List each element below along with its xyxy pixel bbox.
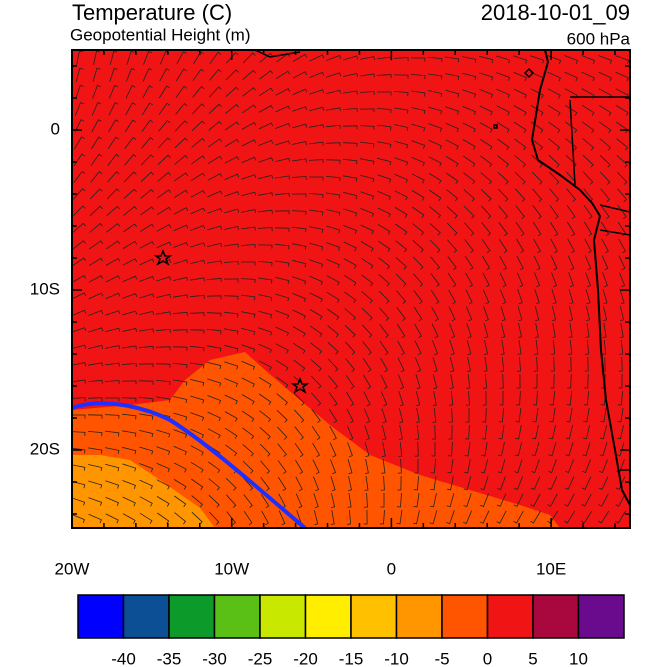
colorbar-label: -20 (293, 649, 318, 667)
map-area (72, 50, 630, 528)
subtitle: Geopotential Height (m) (70, 25, 250, 44)
colorbar-box (213, 594, 261, 639)
lat-label: 0 (51, 119, 60, 138)
level: 600 hPa (567, 29, 631, 48)
colorbar-box (395, 594, 443, 639)
borders (254, 50, 630, 471)
colorbar-box (350, 594, 398, 639)
colorbar-label: -40 (111, 649, 136, 667)
coastline (530, 50, 630, 506)
colorbar-label: 0 (483, 649, 492, 667)
lon-label: 20W (55, 559, 90, 578)
colorbar-label: 10 (569, 649, 588, 667)
colorbar-box (532, 594, 580, 639)
lat-label: 20S (30, 439, 60, 458)
colorbar-box (168, 594, 216, 639)
lon-label: 10W (214, 559, 249, 578)
station-marker (153, 248, 310, 394)
colorbar-box (77, 594, 125, 639)
colorbar-box (577, 594, 625, 639)
colorbar-box (441, 594, 489, 639)
temperature-fill (72, 352, 560, 528)
lon-label: 0 (387, 559, 396, 578)
map-frame (71, 49, 631, 529)
colorbar-label: -30 (202, 649, 227, 667)
colorbar: -40 -35 -30 -25 -20 -15 -10 -5 0 5 10 (77, 594, 625, 667)
lon-label: 10E (536, 559, 566, 578)
title: Temperature (C) (72, 0, 232, 25)
temperature-fill (72, 455, 215, 528)
islands (493, 67, 535, 129)
date: 2018-10-01_09 (481, 0, 630, 25)
colorbar-box (304, 594, 352, 639)
colorbar-label: -35 (157, 649, 182, 667)
colorbar-label: 5 (528, 649, 537, 667)
colorbar-box (259, 594, 307, 639)
axis-ticks (71, 50, 630, 528)
wind-barbs (72, 50, 630, 526)
colorbar-label: -5 (434, 649, 449, 667)
colorbar-box (486, 594, 534, 639)
lat-label: 10S (30, 279, 60, 298)
colorbar-box (122, 594, 170, 639)
height-contour (72, 401, 307, 528)
colorbar-label: -15 (339, 649, 364, 667)
colorbar-label: -10 (384, 649, 409, 667)
colorbar-label: -25 (248, 649, 273, 667)
